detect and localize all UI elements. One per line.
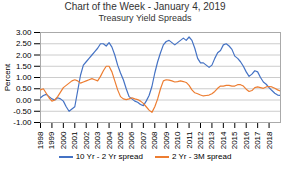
svg-text:0.50: 0.50 bbox=[16, 84, 32, 93]
svg-text:2005: 2005 bbox=[116, 131, 125, 149]
svg-text:2010: 2010 bbox=[173, 131, 182, 149]
svg-text:2016: 2016 bbox=[242, 131, 251, 149]
svg-text:2002: 2002 bbox=[82, 131, 91, 149]
svg-text:2000: 2000 bbox=[59, 131, 68, 149]
svg-text:1.50: 1.50 bbox=[16, 62, 32, 71]
svg-text:2.00: 2.00 bbox=[16, 51, 32, 60]
svg-text:2003: 2003 bbox=[93, 131, 102, 149]
svg-text:2014: 2014 bbox=[219, 131, 228, 149]
html-text:Chart of the Week - January 4,: Chart of the Week - January 4, 2019 bbox=[64, 1, 226, 12]
svg-text:2018: 2018 bbox=[265, 131, 274, 149]
svg-text:2011: 2011 bbox=[185, 131, 194, 149]
svg-text:1999: 1999 bbox=[47, 131, 56, 149]
svg-text:2015: 2015 bbox=[230, 131, 239, 149]
svg-text:2017: 2017 bbox=[253, 131, 262, 149]
svg-text:2007: 2007 bbox=[139, 131, 148, 149]
svg-text:0.00: 0.00 bbox=[16, 96, 32, 105]
svg-text:2004: 2004 bbox=[105, 131, 114, 149]
svg-text:-0.50: -0.50 bbox=[13, 107, 32, 116]
svg-text:-1.00: -1.00 bbox=[13, 118, 32, 127]
html-text:Treasury Yield Spreads: Treasury Yield Spreads bbox=[98, 13, 192, 23]
svg-text:3.00: 3.00 bbox=[16, 28, 32, 37]
svg-text:2006: 2006 bbox=[127, 131, 136, 149]
svg-text:2008: 2008 bbox=[150, 131, 159, 149]
html-text:2 Yr - 3M spread: 2 Yr - 3M spread bbox=[171, 152, 232, 161]
html-text:10 Yr - 2 Yr spread: 10 Yr - 2 Yr spread bbox=[75, 152, 143, 161]
svg-text:2012: 2012 bbox=[196, 131, 205, 149]
svg-text:2009: 2009 bbox=[162, 131, 171, 149]
svg-text:2013: 2013 bbox=[207, 131, 216, 149]
svg-text:2001: 2001 bbox=[70, 131, 79, 149]
svg-text:Percent: Percent bbox=[3, 63, 12, 91]
svg-text:1.00: 1.00 bbox=[16, 73, 32, 82]
svg-text:2.50: 2.50 bbox=[16, 39, 32, 48]
svg-text:1998: 1998 bbox=[36, 131, 45, 149]
